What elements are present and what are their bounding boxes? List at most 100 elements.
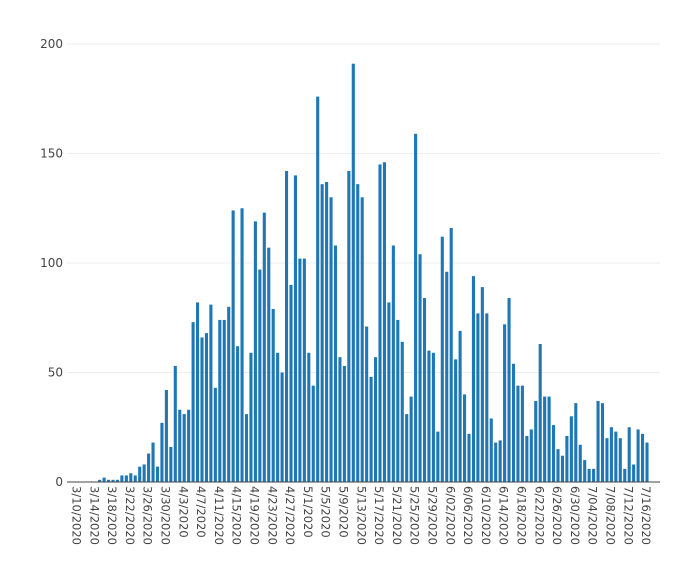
bar	[124, 475, 128, 482]
bar	[543, 396, 547, 482]
y-tick-label: 50	[48, 366, 63, 380]
bar	[489, 418, 493, 482]
bar	[98, 479, 102, 482]
x-tick-label: 4/27/2020	[283, 486, 297, 545]
y-axis: 0 50 100 150 200	[40, 37, 63, 489]
bar	[173, 365, 177, 482]
bar	[445, 271, 449, 482]
bar	[560, 455, 564, 482]
bar	[249, 352, 253, 482]
x-tick-label: 6/18/2020	[515, 486, 529, 545]
bar	[289, 284, 293, 482]
bar	[196, 302, 200, 482]
bar	[222, 319, 226, 482]
bar	[467, 433, 471, 482]
bar	[583, 460, 587, 482]
bar	[463, 394, 467, 482]
bar	[552, 425, 556, 482]
x-tick-label: 7/12/2020	[621, 486, 635, 545]
bar	[574, 403, 578, 482]
bar	[169, 446, 173, 482]
bar	[151, 442, 155, 482]
bar	[342, 365, 346, 482]
x-tick-label: 6/02/2020	[443, 486, 457, 545]
y-tick-label: 0	[55, 475, 63, 489]
bar	[360, 197, 364, 483]
x-tick-label: 3/10/2020	[70, 486, 84, 545]
x-tick-label: 6/30/2020	[568, 486, 582, 545]
bar	[138, 466, 142, 482]
bar	[147, 453, 151, 482]
bar	[213, 387, 217, 482]
bar	[645, 442, 649, 482]
y-tick-label: 150	[40, 147, 63, 161]
bar	[605, 438, 609, 482]
x-tick-label: 4/11/2020	[212, 486, 226, 545]
bar	[458, 330, 462, 482]
bar	[600, 403, 605, 482]
bar	[569, 416, 573, 482]
bar	[316, 96, 320, 482]
bar	[236, 346, 240, 482]
bar	[422, 298, 427, 482]
bar	[262, 212, 266, 482]
bar	[454, 359, 458, 482]
bar	[431, 352, 435, 482]
bar	[418, 254, 422, 482]
bar	[325, 181, 329, 482]
bar	[164, 390, 168, 482]
bar	[556, 449, 560, 482]
bar	[333, 245, 338, 482]
x-tick-label: 7/08/2020	[604, 486, 618, 545]
bar	[516, 385, 520, 482]
x-tick-label: 6/06/2020	[461, 486, 475, 545]
x-tick-label: 6/26/2020	[550, 486, 564, 545]
bar	[503, 324, 507, 482]
x-tick-label: 5/5/2020	[319, 486, 333, 538]
x-tick-label: 4/23/2020	[265, 486, 279, 545]
bar	[596, 400, 600, 482]
bar	[227, 306, 231, 482]
x-axis: 3/10/2020 3/14/2020 3/18/2020 3/22/2020 3/26…	[70, 486, 654, 545]
bar	[209, 304, 213, 482]
bar	[231, 210, 235, 482]
bar	[494, 442, 498, 482]
x-tick-label: 6/22/2020	[532, 486, 546, 545]
bar	[191, 322, 195, 482]
bar	[578, 444, 582, 482]
bar	[525, 436, 529, 482]
bar	[485, 313, 489, 482]
x-tick-label: 7/16/2020	[639, 486, 653, 545]
bar	[627, 427, 631, 482]
x-tick-label: 3/26/2020	[141, 486, 155, 545]
x-tick-label: 3/18/2020	[105, 486, 119, 545]
bar	[614, 431, 618, 482]
bar	[320, 184, 324, 482]
bar	[271, 308, 275, 482]
bar	[182, 414, 186, 482]
bar	[178, 409, 182, 482]
bar	[258, 269, 262, 482]
x-tick-label: 4/7/2020	[194, 486, 208, 538]
y-tick-label: 200	[40, 37, 63, 51]
bar	[511, 363, 516, 482]
bar	[609, 427, 613, 482]
bar	[347, 171, 351, 482]
bar	[267, 247, 271, 482]
bar	[636, 429, 640, 482]
bar	[280, 372, 284, 482]
bar	[365, 326, 369, 482]
bar	[200, 337, 204, 482]
bar	[409, 396, 413, 482]
bar	[142, 464, 146, 482]
bar	[204, 333, 208, 482]
bar	[405, 414, 409, 482]
bar	[529, 429, 533, 482]
bar	[218, 319, 222, 482]
bar	[298, 258, 302, 482]
bar	[307, 352, 311, 482]
bar	[618, 438, 622, 482]
x-tick-label: 4/3/2020	[176, 486, 190, 538]
x-tick-label: 5/29/2020	[426, 486, 440, 545]
